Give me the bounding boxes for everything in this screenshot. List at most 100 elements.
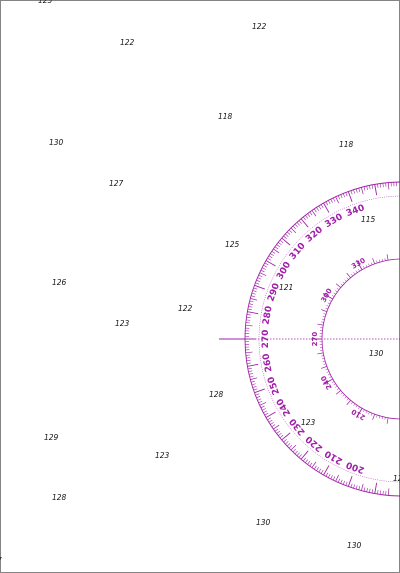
rose-inner-tick bbox=[325, 307, 328, 310]
rose-inner-tick bbox=[335, 283, 341, 288]
rose-tick bbox=[374, 184, 378, 196]
rose-tick bbox=[358, 485, 361, 491]
rose-tick bbox=[369, 185, 371, 190]
rose-tick bbox=[292, 448, 296, 453]
rose-tick bbox=[307, 213, 311, 217]
rose-tick bbox=[261, 267, 266, 270]
rose-tick bbox=[263, 410, 268, 413]
sounding-label: 122 bbox=[178, 304, 193, 313]
rose-inner-tick bbox=[326, 305, 330, 307]
rose-inner-tick bbox=[333, 292, 336, 295]
rose-inner-tick bbox=[384, 258, 386, 261]
rose-tick bbox=[261, 408, 266, 411]
rose-inner-tick bbox=[321, 355, 324, 357]
rose-tick bbox=[350, 483, 353, 488]
rose-inner-tick bbox=[333, 383, 336, 386]
rose-tick bbox=[259, 272, 267, 276]
rose-tick bbox=[374, 482, 378, 494]
rose-tick bbox=[294, 450, 298, 455]
rose-inner-tick bbox=[351, 401, 353, 405]
rose-inner-tick bbox=[321, 321, 324, 323]
rose-tick bbox=[248, 370, 253, 372]
rose-inner-tick bbox=[381, 416, 383, 420]
rose-inner-label: 270 bbox=[311, 332, 319, 347]
rose-inner-tick bbox=[346, 400, 351, 406]
rose-tick bbox=[256, 396, 261, 399]
rose-inner-tick bbox=[329, 300, 332, 302]
rose-tick bbox=[246, 314, 251, 316]
rose-tick bbox=[274, 428, 279, 432]
rose-tick bbox=[305, 215, 309, 219]
rose-inner-tick bbox=[322, 378, 333, 385]
rose-tick bbox=[283, 235, 287, 239]
rose-tick bbox=[313, 208, 317, 213]
rose-inner-tick bbox=[335, 385, 338, 388]
rose-tick bbox=[253, 287, 258, 290]
rose-inner-tick bbox=[342, 394, 345, 397]
sounding-label: 128 bbox=[209, 390, 224, 399]
rose-inner-tick bbox=[346, 272, 351, 278]
rose-inner-tick bbox=[329, 376, 332, 378]
rose-inner-tick bbox=[321, 358, 325, 360]
rose-tick bbox=[249, 300, 254, 303]
rose-tick bbox=[260, 269, 265, 273]
rose-inner-tick bbox=[353, 272, 356, 275]
rose-tick bbox=[340, 194, 343, 199]
rose-outer-label: 220 bbox=[304, 433, 325, 453]
rose-outer-label: 300 bbox=[275, 260, 293, 281]
rose-tick bbox=[253, 388, 258, 391]
sounding-label: 122 bbox=[252, 22, 267, 31]
sounding-label: 130 bbox=[49, 138, 64, 147]
sounding-label: 125 bbox=[38, 0, 53, 5]
rose-inner-tick bbox=[379, 415, 381, 419]
rose-inner-tick bbox=[336, 388, 340, 390]
rose-tick bbox=[283, 439, 287, 443]
rose-tick bbox=[371, 184, 374, 189]
rose-inner-tick bbox=[321, 309, 327, 312]
rose-tick bbox=[258, 400, 263, 404]
rose-inner-tick bbox=[322, 360, 326, 362]
rose-tick bbox=[309, 462, 313, 467]
sounding-label: 118 bbox=[218, 112, 233, 121]
rose-inner-tick bbox=[342, 281, 345, 284]
rose-inner-tick bbox=[335, 290, 338, 293]
rose-tick bbox=[248, 303, 253, 305]
rose-tick bbox=[316, 467, 319, 471]
sounding-label: 121 bbox=[279, 283, 293, 292]
rose-tick bbox=[345, 481, 348, 486]
rose-tick bbox=[270, 253, 274, 256]
rose-tick bbox=[345, 192, 348, 197]
rose-tick bbox=[264, 262, 269, 266]
rose-inner-tick bbox=[325, 368, 328, 371]
rose-tick bbox=[279, 435, 284, 439]
sounding-label: 122 bbox=[120, 38, 135, 47]
rose-tick bbox=[294, 223, 298, 228]
sounding-label: 130 bbox=[256, 518, 271, 527]
rose-tick bbox=[311, 210, 317, 217]
rose-tick bbox=[265, 260, 276, 267]
rose-tick bbox=[285, 441, 289, 445]
rose-inner-tick bbox=[340, 392, 343, 395]
rose-tick bbox=[245, 351, 253, 354]
sounding-label: 127 bbox=[109, 179, 124, 188]
rose-tick bbox=[268, 419, 273, 423]
rose-tick bbox=[278, 242, 282, 246]
rose-tick bbox=[316, 207, 319, 211]
rose-outer-label: 210 bbox=[323, 448, 344, 466]
rose-tick bbox=[247, 311, 259, 315]
rose-outer-label: 260 bbox=[262, 352, 275, 372]
rose-outer-label: 280 bbox=[262, 305, 275, 325]
rose-tick bbox=[309, 211, 313, 216]
rose-tick bbox=[290, 227, 297, 234]
rose-tick bbox=[335, 474, 339, 482]
rose-tick bbox=[250, 295, 256, 298]
rose-inner-tick bbox=[376, 260, 378, 263]
rose-inner-tick bbox=[344, 279, 347, 282]
rose-tick bbox=[302, 457, 306, 462]
rose-tick bbox=[248, 306, 253, 308]
rose-inner-tick bbox=[386, 254, 389, 261]
rose-tick bbox=[292, 225, 296, 230]
rose-tick bbox=[377, 183, 379, 188]
